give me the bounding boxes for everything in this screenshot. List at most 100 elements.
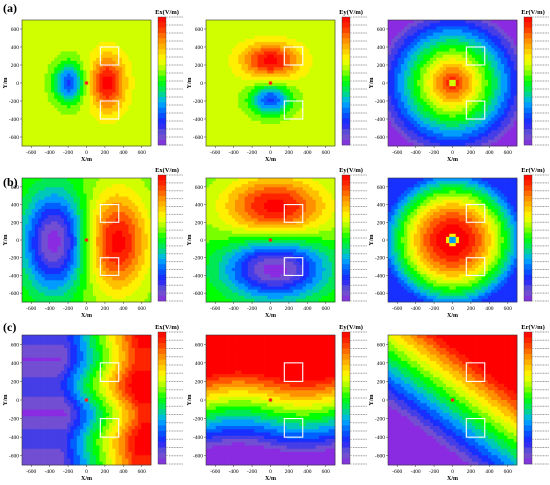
heat-cell	[112, 42, 116, 46]
heat-cell	[231, 130, 236, 134]
heat-cell	[449, 108, 453, 112]
heat-cell	[491, 79, 495, 84]
heat-cell	[70, 95, 74, 100]
heat-cell	[423, 117, 428, 122]
heat-cell	[86, 79, 91, 84]
heat-cell	[128, 79, 133, 84]
heat-cell	[312, 83, 317, 87]
heat-cell	[280, 133, 284, 137]
heat-cell	[449, 95, 453, 100]
heat-cell	[325, 67, 329, 71]
heat-cell	[73, 29, 78, 33]
heat-cell	[112, 38, 116, 43]
heat-cell	[312, 26, 317, 30]
heat-cell	[257, 86, 262, 90]
heat-cell	[497, 130, 502, 134]
heat-cell	[452, 123, 457, 128]
heat-cell	[449, 117, 453, 122]
heat-cell	[280, 120, 284, 125]
heat-cell	[273, 57, 278, 62]
heat-cell	[247, 95, 252, 100]
heat-cell	[394, 142, 399, 147]
heat-cell	[276, 142, 281, 147]
heat-cell	[99, 54, 103, 59]
heat-cell	[57, 45, 62, 49]
heat-cell	[436, 79, 440, 84]
heat-cell	[471, 95, 476, 100]
heat-cell	[22, 98, 26, 103]
heat-cell	[410, 38, 415, 43]
heat-cell	[28, 83, 33, 87]
heat-cell	[141, 26, 145, 30]
heat-cell	[270, 83, 275, 87]
heat-cell	[455, 120, 460, 125]
heat-cell	[141, 98, 145, 103]
heat-cell	[86, 20, 91, 24]
heat-cell	[228, 23, 233, 27]
heat-cell	[22, 29, 26, 33]
heat-cell	[125, 32, 129, 37]
heat-cell	[73, 51, 78, 55]
heat-cell	[28, 89, 33, 93]
heat-cell	[105, 23, 110, 27]
heat-cell	[458, 95, 463, 100]
heat-cell	[102, 76, 107, 81]
heat-cell	[487, 114, 492, 118]
heat-cell	[60, 60, 65, 65]
heat-cell	[22, 32, 26, 37]
heat-cell	[138, 64, 142, 68]
heat-cell	[397, 60, 402, 65]
heat-cell	[394, 101, 399, 106]
heat-cell	[400, 139, 405, 144]
heat-cell	[417, 42, 421, 46]
heat-cell	[436, 70, 440, 74]
heat-cell	[83, 48, 87, 52]
heat-cell	[413, 86, 418, 90]
heat-cell	[228, 105, 233, 109]
heat-cell	[28, 51, 33, 55]
heat-cell	[481, 76, 486, 81]
heat-cell	[92, 101, 97, 106]
heat-cell	[57, 38, 62, 43]
heat-cell	[458, 35, 463, 40]
heat-cell	[494, 133, 499, 137]
heat-cell	[494, 92, 499, 96]
target-box	[99, 46, 120, 66]
heat-cell	[410, 120, 415, 125]
heat-cell	[96, 54, 100, 59]
heat-cell	[312, 98, 317, 103]
heat-cell	[312, 20, 317, 24]
heat-cell	[400, 23, 405, 27]
heat-cell	[92, 139, 97, 144]
heat-cell	[76, 111, 81, 115]
heat-cell	[215, 133, 220, 137]
heat-cell	[331, 83, 336, 87]
heat-cell	[251, 57, 255, 62]
heat-cell	[218, 38, 223, 43]
heat-cell	[507, 32, 511, 37]
y-tick-label: 400	[195, 45, 204, 51]
heat-cell	[51, 95, 55, 100]
heat-cell	[125, 105, 129, 109]
heat-cell	[38, 20, 42, 24]
heat-cell	[484, 26, 489, 30]
heat-cell	[417, 76, 421, 81]
heat-cell	[212, 127, 217, 131]
heat-cell	[481, 32, 486, 37]
heat-cell	[73, 79, 78, 84]
heat-cell	[484, 105, 489, 109]
heat-cell	[394, 136, 399, 141]
heat-cell	[138, 127, 142, 131]
heat-cell	[144, 42, 149, 46]
heat-cell	[458, 64, 463, 68]
heat-cell	[484, 79, 489, 84]
heat-cell	[504, 105, 508, 109]
heat-cell	[325, 114, 329, 118]
heat-cell	[225, 57, 229, 62]
heat-cell	[407, 79, 411, 84]
heat-cell	[34, 26, 39, 30]
heat-cell	[235, 60, 239, 65]
heat-cell	[76, 26, 81, 30]
heat-cell	[413, 98, 418, 103]
heat-cell	[462, 139, 466, 144]
